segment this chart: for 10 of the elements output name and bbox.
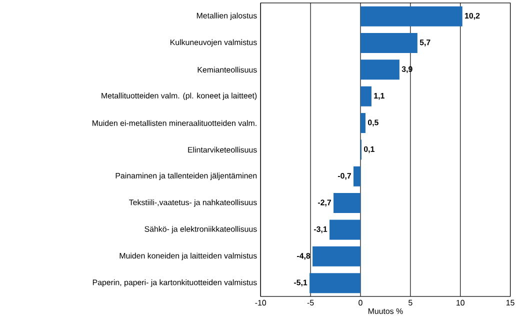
bar <box>360 112 366 133</box>
bar <box>310 272 360 293</box>
bar <box>330 220 360 240</box>
bar <box>353 166 360 186</box>
bar <box>312 246 360 266</box>
bar <box>360 6 462 26</box>
bar <box>360 60 400 80</box>
bar <box>334 192 360 213</box>
bar <box>360 86 372 106</box>
bar <box>360 32 418 53</box>
